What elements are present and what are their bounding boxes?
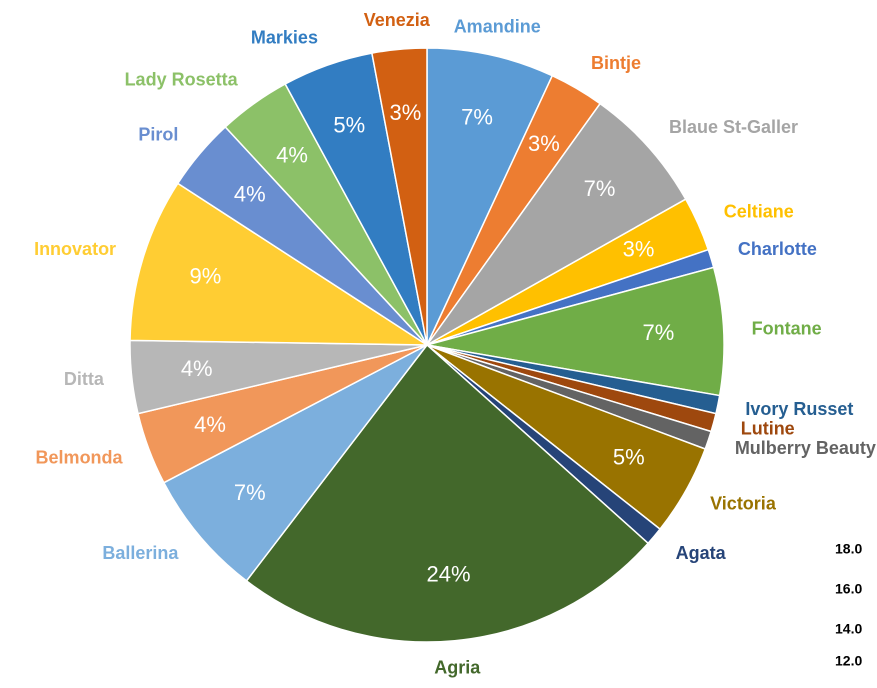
category-label: Amandine: [454, 16, 541, 36]
category-label: Innovator: [34, 239, 116, 259]
cropped-axis-label: 18.0: [835, 541, 862, 557]
slice-value-label: 24%: [427, 561, 471, 586]
category-label: Ballerina: [102, 543, 179, 563]
slice-value-label: 4%: [181, 356, 213, 381]
category-label: Fontane: [752, 319, 822, 339]
cropped-axis-label: 14.0: [835, 621, 862, 637]
category-label: Victoria: [710, 493, 777, 513]
category-label: Belmonda: [36, 448, 124, 468]
category-label: Lutine: [741, 419, 795, 439]
category-label: Mulberry Beauty: [735, 438, 876, 458]
category-label: Lady Rosetta: [125, 70, 239, 90]
category-label: Agria: [434, 657, 481, 677]
slice-value-label: 7%: [584, 176, 616, 201]
slice-value-label: 3%: [528, 131, 560, 156]
category-label: Ditta: [64, 369, 105, 389]
pie-slice: [129, 182, 430, 346]
slice-value-label: 4%: [276, 143, 308, 168]
slice-value-label: 5%: [613, 445, 645, 470]
pie-slice: [426, 102, 687, 346]
slice-value-label: 7%: [234, 480, 266, 505]
pie-slice: [426, 266, 725, 397]
slice-value-label: 7%: [643, 320, 675, 345]
pie-slice: [162, 344, 428, 582]
cropped-axis-label: 16.0: [835, 581, 862, 597]
slice-value-label: 9%: [189, 263, 221, 288]
pie-slice: [426, 47, 554, 346]
category-label: Agata: [676, 543, 727, 563]
category-label: Venezia: [364, 10, 431, 30]
category-label: Pirol: [138, 124, 178, 144]
slice-value-label: 4%: [194, 412, 226, 437]
category-label: Markies: [251, 28, 318, 48]
slice-value-label: 5%: [333, 113, 365, 138]
pie-slice: [245, 343, 650, 643]
slice-value-label: 3%: [623, 236, 655, 261]
slice-value-label: 7%: [461, 105, 493, 130]
category-label: Charlotte: [738, 239, 817, 259]
slice-value-label: 3%: [390, 100, 422, 125]
slice-value-label: 4%: [234, 182, 266, 207]
cropped-axis-label: 12.0: [835, 653, 862, 669]
category-label: Celtiane: [724, 201, 794, 221]
category-label: Ivory Russet: [745, 399, 853, 419]
category-label: Bintje: [591, 53, 641, 73]
category-label: Blaue St-Galler: [669, 117, 798, 137]
pie-slice: [371, 47, 428, 346]
